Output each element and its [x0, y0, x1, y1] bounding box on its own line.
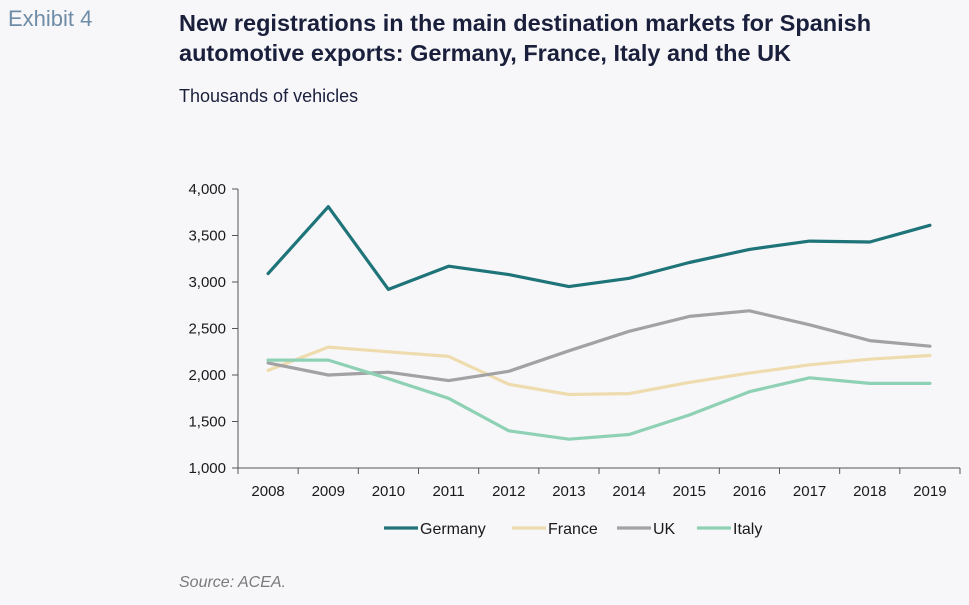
x-tick-label: 2018 [853, 483, 886, 500]
legend-label-italy: Italy [733, 521, 762, 538]
x-tick-label: 2019 [913, 483, 946, 500]
x-tick-label: 2011 [432, 483, 464, 500]
x-tick-label: 2013 [552, 483, 585, 500]
x-tick-label: 2008 [251, 483, 284, 500]
x-tick-label: 2014 [612, 483, 645, 500]
series-line-uk [266, 309, 932, 383]
series-line-italy [266, 358, 932, 441]
y-tick-label: 1,000 [188, 460, 226, 477]
chart-subtitle: Thousands of vehicles [179, 86, 359, 106]
chart-title: New registrations in the main destinatio… [179, 10, 872, 66]
y-tick-label: 4,000 [188, 181, 226, 198]
legend-label-france: France [548, 521, 598, 538]
x-tick-label: 2015 [673, 483, 706, 500]
x-tick-label: 2017 [793, 483, 826, 500]
x-tick-label: 2010 [372, 483, 405, 500]
x-tick-label: 2009 [312, 483, 345, 500]
x-tick-label: 2012 [492, 483, 525, 500]
y-tick-label: 2,000 [188, 367, 226, 384]
legend-label-uk: UK [653, 521, 676, 538]
exhibit-label: Exhibit 4 [8, 6, 93, 31]
y-tick-label: 2,500 [188, 321, 226, 338]
series-line-france [266, 345, 932, 397]
y-tick-label: 1,500 [188, 414, 226, 431]
x-tick-label: 2016 [733, 483, 766, 500]
y-tick-label: 3,500 [188, 228, 226, 245]
legend-label-germany: Germany [420, 521, 486, 538]
source-note: Source: ACEA. [179, 574, 287, 591]
y-tick-label: 3,000 [188, 274, 226, 291]
series-line-germany [266, 205, 932, 291]
